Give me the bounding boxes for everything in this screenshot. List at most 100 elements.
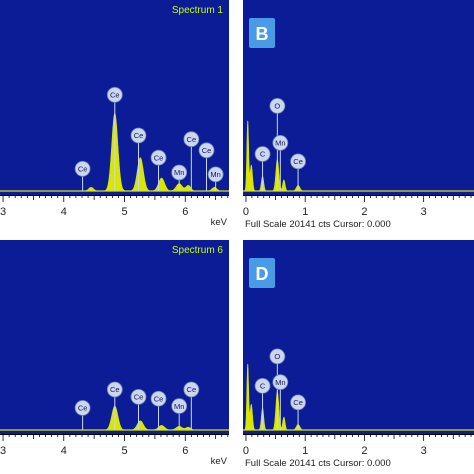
x-tick-label: 0 xyxy=(243,206,249,218)
panel-label-badge xyxy=(249,258,275,288)
x-tick-label: 2 xyxy=(361,445,367,457)
panel-D: C O Mn Ce D 0 1 2 3 Full Scale 20141 cts Cursor: … xyxy=(239,240,474,474)
element-label: Ce xyxy=(130,388,147,430)
x-tick-label: 5 xyxy=(121,206,127,218)
element-label-text: O xyxy=(274,352,280,361)
element-label-text: Mn xyxy=(275,378,285,387)
element-label: Ce xyxy=(183,381,200,430)
x-tick-label: 6 xyxy=(182,445,188,457)
x-unit-label: keV xyxy=(211,217,228,228)
panel-label: D xyxy=(256,264,269,284)
element-label-bubble xyxy=(198,142,215,159)
element-label-text: Ce xyxy=(78,165,88,174)
element-label-bubble xyxy=(269,348,286,365)
element-label-text: Ce xyxy=(293,157,303,166)
element-label-bubble xyxy=(272,134,289,151)
status-line: Full Scale 20141 cts Cursor: 0.000 xyxy=(245,458,391,469)
axis-bar xyxy=(243,195,474,235)
element-label-bubble xyxy=(272,374,289,391)
element-label-bubble xyxy=(183,381,200,398)
element-label-bubble xyxy=(254,146,271,162)
element-label-text: Ce xyxy=(154,153,164,162)
plot-background xyxy=(243,0,474,195)
element-label-text: Ce xyxy=(134,393,144,402)
element-label-bubble xyxy=(130,388,147,405)
spectrum-chart-D: C O Mn Ce D 0 1 2 3 Full Scale 20141 cts Cursor: … xyxy=(243,240,474,474)
element-label-text: Ce xyxy=(202,146,212,155)
element-label-bubble xyxy=(290,394,306,411)
element-label-text: C xyxy=(260,382,266,391)
x-tick-label: 6 xyxy=(182,206,188,218)
element-label-bubble xyxy=(254,377,271,394)
element-label-text: Ce xyxy=(293,398,303,407)
spectrum-title: Spectrum 1 xyxy=(172,5,224,16)
element-label: Ce xyxy=(198,142,215,191)
element-label-bubble xyxy=(106,381,123,398)
element-label-bubble xyxy=(171,164,188,181)
element-label-text: Ce xyxy=(187,135,197,144)
axis-bar xyxy=(0,434,229,474)
element-label-bubble xyxy=(74,400,91,416)
panel-C: Ce Ce Ce Ce Mn Ce Spectrum 6 3 4 5 6 keV xyxy=(0,240,233,474)
panel-A: Ce Ce Ce Ce Mn Ce Ce Mn Spectrum 1 3 4 5 6 keV xyxy=(0,0,233,235)
element-label-text: Ce xyxy=(110,91,120,100)
element-label: Ce xyxy=(150,390,167,430)
element-label-text: C xyxy=(260,150,266,159)
element-label: Mn xyxy=(207,166,224,191)
x-tick-label: 3 xyxy=(0,206,6,218)
element-label: Ce xyxy=(106,381,123,430)
element-label: C xyxy=(254,146,271,191)
x-tick-label: 3 xyxy=(421,445,427,457)
element-label: C xyxy=(254,377,271,430)
element-label: Mn xyxy=(272,374,289,430)
panel-B: C O Mn Ce B 0 1 2 3 Full Scale 20141 cts Cursor: … xyxy=(239,0,474,235)
element-label-bubble xyxy=(183,131,200,148)
panel-label: B xyxy=(256,24,269,44)
element-label: O xyxy=(269,348,286,430)
spectrum-title: Spectrum 6 xyxy=(172,245,224,256)
element-label-text: Mn xyxy=(174,402,184,411)
x-tick-label: 4 xyxy=(61,206,67,218)
x-tick-label: 3 xyxy=(0,445,6,457)
element-label: Mn xyxy=(272,134,289,191)
element-label-bubble xyxy=(207,166,224,183)
element-label: Ce xyxy=(74,160,91,191)
element-label-bubble xyxy=(150,149,167,166)
element-label: Mn xyxy=(171,164,188,191)
spectrum-chart-B: C O Mn Ce B 0 1 2 3 Full Scale 20141 cts Cursor: … xyxy=(243,0,474,235)
panel-label-badge xyxy=(249,18,275,48)
element-label: Ce xyxy=(290,394,306,430)
element-label-text: Ce xyxy=(154,394,164,403)
element-label-text: O xyxy=(274,102,280,111)
element-label-bubble xyxy=(290,153,306,170)
axis-bar xyxy=(0,195,229,235)
element-label-text: Ce xyxy=(78,404,88,413)
element-label: Ce xyxy=(183,131,200,191)
element-label-bubble xyxy=(130,127,147,144)
plot-background xyxy=(243,240,474,434)
element-label-bubble xyxy=(106,86,123,103)
x-tick-label: 1 xyxy=(302,445,308,457)
element-label-text: Ce xyxy=(187,385,197,394)
status-line: Full Scale 20141 cts Cursor: 0.000 xyxy=(245,219,391,230)
element-label: Ce xyxy=(130,127,147,191)
element-label: Ce xyxy=(290,153,306,191)
axis-bar xyxy=(243,434,474,474)
x-unit-label: keV xyxy=(211,456,228,467)
element-label: Ce xyxy=(74,400,91,430)
x-tick-label: 1 xyxy=(302,206,308,218)
x-tick-label: 2 xyxy=(361,206,367,218)
element-label: Mn xyxy=(171,398,188,430)
element-label: Ce xyxy=(150,149,167,191)
element-label-text: Ce xyxy=(110,385,120,394)
element-label-text: Mn xyxy=(210,170,220,179)
x-tick-label: 5 xyxy=(121,445,127,457)
x-tick-label: 4 xyxy=(61,445,67,457)
element-label: Ce xyxy=(106,86,123,191)
x-tick-label: 3 xyxy=(421,206,427,218)
element-label-bubble xyxy=(150,390,167,407)
x-tick-label: 0 xyxy=(243,445,249,457)
element-label-text: Ce xyxy=(134,131,144,140)
element-label-bubble xyxy=(171,398,188,414)
